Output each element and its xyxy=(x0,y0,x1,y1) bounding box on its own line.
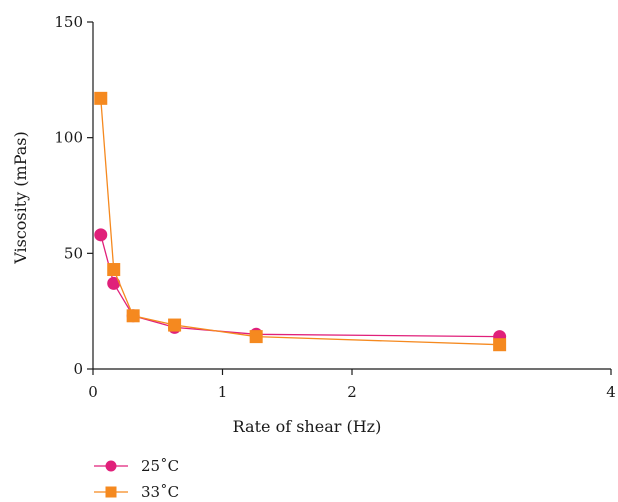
y-axis-ticks: 0 50 100 150 xyxy=(54,13,93,378)
data-point xyxy=(168,318,182,332)
x-axis-ticks: 0 1 2 4 xyxy=(88,369,616,401)
legend-marker xyxy=(105,460,117,472)
data-point xyxy=(126,309,140,323)
axes xyxy=(92,22,611,370)
x-tick-label: 1 xyxy=(218,383,228,401)
legend-label: 25˚C xyxy=(141,457,179,475)
data-point xyxy=(107,276,121,290)
legend: 25˚C 33˚C xyxy=(94,457,179,501)
x-tick-label: 4 xyxy=(606,383,616,401)
data-point xyxy=(94,228,108,242)
x-axis-title: Rate of shear (Hz) xyxy=(233,417,382,436)
legend-marker xyxy=(105,486,117,498)
legend-label: 33˚C xyxy=(141,483,179,501)
x-tick-label: 0 xyxy=(88,383,98,401)
series-layer xyxy=(94,91,507,352)
y-tick-label: 150 xyxy=(54,13,83,31)
legend-item: 33˚C xyxy=(94,483,179,501)
data-point xyxy=(493,338,507,352)
legend-item: 25˚C xyxy=(94,457,179,475)
data-point xyxy=(94,91,108,105)
series-1 xyxy=(94,228,507,344)
y-tick-label: 50 xyxy=(64,244,83,262)
y-tick-label: 0 xyxy=(73,360,83,378)
series-2 xyxy=(94,91,507,352)
series-line xyxy=(100,98,500,346)
y-tick-label: 100 xyxy=(54,129,83,147)
x-tick-label: 2 xyxy=(347,383,357,401)
y-axis-title: Viscosity (mPas) xyxy=(11,131,30,265)
data-point xyxy=(249,330,263,344)
data-point xyxy=(107,263,121,277)
